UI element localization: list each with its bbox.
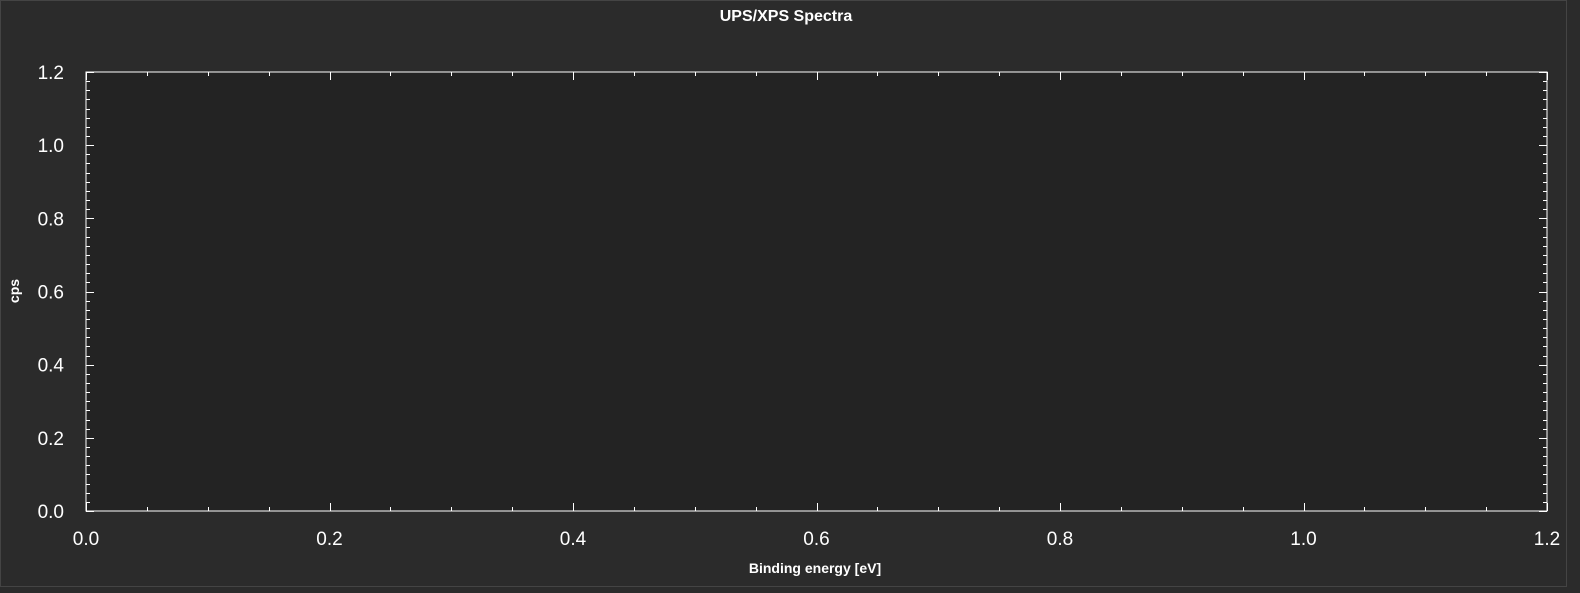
y-tick-label: 0.6 — [38, 283, 64, 304]
x-tick-label: 0.0 — [73, 529, 99, 550]
y-axis-label: cps — [6, 279, 22, 303]
x-tick-label: 0.2 — [316, 529, 342, 550]
y-tick-label: 0.8 — [38, 209, 64, 230]
x-tick-label: 0.6 — [803, 529, 829, 550]
plot-area — [85, 71, 1548, 512]
y-tick-label: 0.4 — [38, 356, 65, 377]
y-tick-label: 0.0 — [38, 502, 64, 523]
chart-title: UPS/XPS Spectra — [720, 8, 853, 25]
x-tick-label: 1.0 — [1290, 529, 1316, 550]
x-tick-label: 0.8 — [1047, 529, 1073, 550]
y-tick-label: 0.2 — [38, 429, 64, 450]
y-tick-label: 1.0 — [38, 136, 64, 157]
x-tick-label: 0.4 — [560, 529, 587, 550]
x-tick-label: 1.2 — [1534, 529, 1560, 550]
y-tick-label: 1.2 — [38, 63, 64, 84]
x-axis-label: Binding energy [eV] — [749, 560, 881, 576]
axis-ticks: 0.0 0.2 0.4 0.6 0.8 1.0 1.2 0.0 0.2 0.4 0.6 0.8 1.0 1… — [38, 63, 1561, 550]
